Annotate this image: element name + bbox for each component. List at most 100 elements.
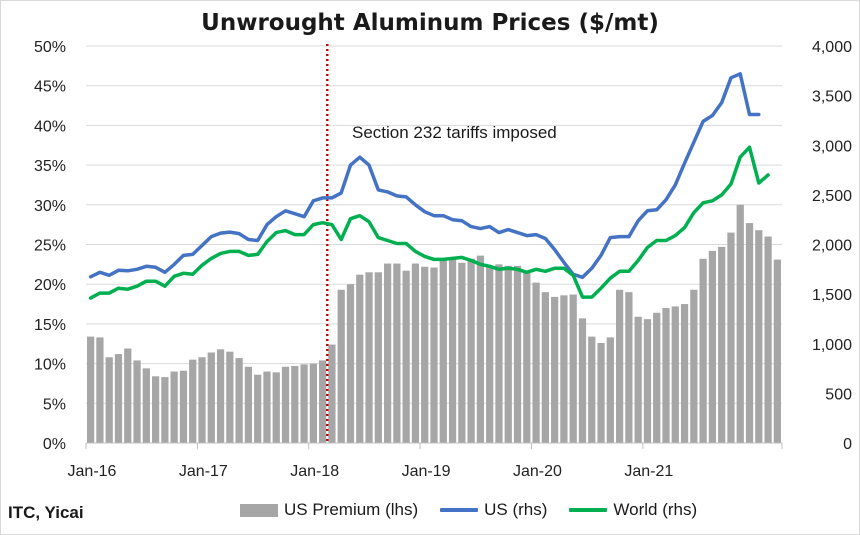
bar-us-premium bbox=[699, 258, 707, 443]
lhs-tick-label: 30% bbox=[34, 198, 66, 215]
bar-us-premium bbox=[383, 263, 392, 443]
rhs-tick-label: 500 bbox=[825, 386, 852, 403]
bar-us-premium bbox=[680, 304, 689, 443]
bar-us-premium bbox=[745, 223, 754, 443]
bar-us-premium bbox=[755, 230, 763, 443]
bar-us-premium bbox=[588, 336, 596, 443]
bar-us-premium bbox=[114, 354, 123, 443]
rhs-tick-label: 3,500 bbox=[812, 89, 852, 106]
lhs-tick-label: 15% bbox=[34, 317, 66, 334]
bar-us-premium bbox=[718, 246, 726, 443]
bar-us-premium bbox=[226, 351, 234, 443]
bar-us-premium bbox=[634, 316, 642, 443]
lhs-tick-label: 45% bbox=[34, 79, 66, 96]
lhs-tick-label: 50% bbox=[34, 39, 66, 56]
bar-us-premium bbox=[263, 371, 271, 443]
bar-us-premium bbox=[189, 359, 197, 443]
legend-label-world: World (rhs) bbox=[613, 500, 698, 519]
bar-us-premium bbox=[541, 292, 549, 443]
bar-us-premium bbox=[764, 236, 772, 443]
lhs-tick-label: 20% bbox=[34, 277, 66, 294]
bar-us-premium bbox=[671, 306, 679, 443]
bar-us-premium bbox=[467, 258, 475, 443]
bar-us-premium bbox=[374, 272, 382, 443]
bar-us-premium bbox=[439, 258, 447, 443]
legend: US Premium (lhs) US (rhs) World (rhs) bbox=[240, 500, 719, 520]
line-us bbox=[88, 72, 761, 280]
bar-us-premium bbox=[569, 294, 577, 443]
bar-us-premium bbox=[411, 263, 420, 443]
bar-us-premium bbox=[124, 348, 132, 443]
bar-us-premium bbox=[606, 337, 614, 443]
legend-item-world: World (rhs) bbox=[569, 500, 697, 520]
bar-us-premium bbox=[198, 357, 206, 443]
bar-us-premium bbox=[87, 336, 95, 443]
bar-us-premium bbox=[551, 296, 559, 443]
bar-us-premium bbox=[356, 274, 364, 443]
bar-us-premium bbox=[448, 258, 457, 443]
source-note: ITC, Yicai bbox=[8, 503, 84, 522]
bar-us-premium bbox=[504, 265, 512, 443]
bar-us-premium bbox=[421, 266, 429, 443]
bar-us-premium bbox=[142, 368, 150, 443]
bar-us-premium bbox=[291, 365, 299, 443]
lhs-tick-label: 25% bbox=[34, 238, 66, 255]
bar-us-premium bbox=[346, 284, 355, 443]
lhs-tick-label: 0% bbox=[43, 436, 66, 453]
chart-title: Unwrought Aluminum Prices ($/mt) bbox=[201, 10, 659, 36]
bar-us-premium bbox=[105, 357, 113, 443]
bar-us-premium bbox=[402, 270, 410, 443]
lhs-tick-label: 35% bbox=[34, 158, 66, 175]
rhs-tick-label: 1,000 bbox=[812, 337, 852, 354]
bar-us-premium bbox=[179, 370, 188, 443]
rhs-tick-label: 3,000 bbox=[812, 138, 852, 155]
bar-us-premium bbox=[615, 289, 624, 443]
bar-us-premium bbox=[773, 259, 781, 443]
bar-us-premium bbox=[643, 319, 652, 443]
bar-us-premium bbox=[532, 282, 540, 443]
rhs-tick-label: 2,500 bbox=[812, 188, 852, 205]
bar-us-premium bbox=[578, 318, 587, 443]
bar-us-premium bbox=[458, 262, 466, 443]
bar-us-premium bbox=[662, 308, 670, 443]
lhs-tick-label: 10% bbox=[34, 357, 66, 374]
lhs-tick-label: 5% bbox=[43, 396, 66, 413]
rhs-tick-label: 1,500 bbox=[812, 287, 852, 304]
bar-us-premium bbox=[151, 376, 160, 443]
legend-swatch-us-premium bbox=[240, 503, 278, 517]
bar-us-premium bbox=[625, 292, 633, 443]
bar-us-premium bbox=[133, 360, 141, 443]
bar-us-premium bbox=[393, 263, 401, 443]
rhs-tick-label: 2,000 bbox=[812, 238, 852, 255]
x-tick-label: Jan-21 bbox=[624, 463, 673, 480]
legend-swatch-world bbox=[569, 508, 608, 512]
bar-us-premium bbox=[513, 265, 522, 443]
bar-us-premium bbox=[170, 371, 178, 443]
bar-us-premium bbox=[486, 266, 494, 443]
annotation-section-232: Section 232 tariffs imposed bbox=[352, 123, 557, 142]
bar-us-premium bbox=[690, 289, 698, 443]
bar-us-premium bbox=[300, 364, 308, 443]
legend-item-us: US (rhs) bbox=[440, 500, 547, 520]
lhs-tick-label: 40% bbox=[34, 118, 66, 135]
rhs-tick-label: 0 bbox=[843, 436, 852, 453]
x-tick-label: Jan-18 bbox=[290, 463, 339, 480]
x-tick-label: Jan-20 bbox=[513, 463, 562, 480]
bar-us-premium bbox=[244, 366, 253, 443]
x-tick-label: Jan-19 bbox=[402, 463, 451, 480]
bar-us-premium bbox=[430, 267, 438, 443]
bar-us-premium bbox=[736, 204, 744, 443]
legend-swatch-us bbox=[440, 508, 479, 512]
bar-us-premium bbox=[653, 312, 661, 443]
bar-us-premium bbox=[319, 360, 327, 443]
bar-us-premium bbox=[235, 358, 243, 443]
bar-us-premium bbox=[161, 377, 169, 443]
x-tick-label: Jan-17 bbox=[179, 463, 228, 480]
bar-us-premium bbox=[476, 255, 485, 443]
bar-us-premium bbox=[309, 363, 317, 443]
bar-us-premium bbox=[96, 337, 104, 443]
bar-us-premium bbox=[337, 289, 345, 443]
bar-us-premium bbox=[495, 264, 503, 443]
bar-us-premium bbox=[216, 349, 225, 443]
